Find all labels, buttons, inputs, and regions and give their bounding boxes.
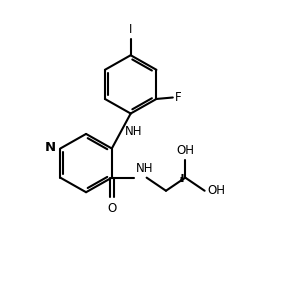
Text: N: N: [45, 140, 56, 154]
Text: NH: NH: [125, 124, 142, 138]
Text: NH: NH: [136, 162, 153, 175]
Text: I: I: [129, 23, 132, 36]
Text: OH: OH: [176, 144, 194, 157]
Text: OH: OH: [207, 184, 225, 197]
Text: F: F: [175, 91, 182, 104]
Text: O: O: [107, 202, 116, 215]
